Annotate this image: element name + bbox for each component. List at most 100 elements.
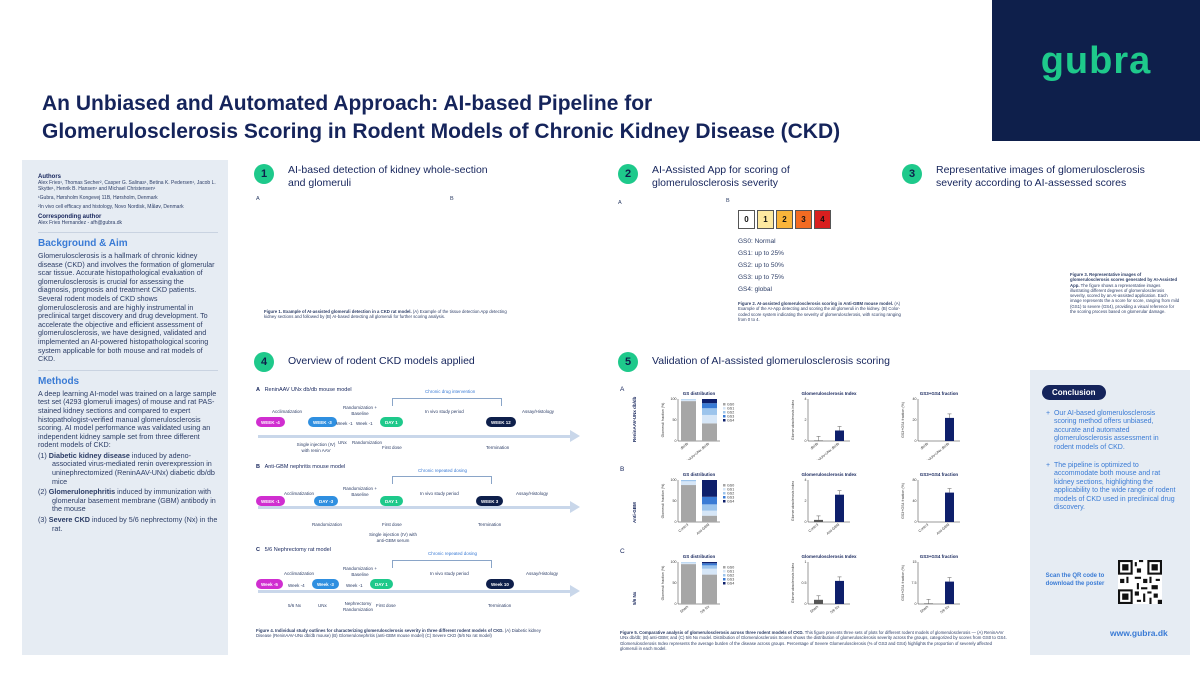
- bar-segment-gs1: [681, 562, 696, 565]
- panel-label-a: A: [256, 196, 260, 202]
- phase-label: Randomization + Baseline: [343, 405, 377, 416]
- background-heading: Background & Aim: [38, 238, 128, 250]
- timeline-note: Week -1: [346, 583, 363, 588]
- row-letter: A: [620, 386, 625, 393]
- timeline-note: Randomization: [352, 440, 383, 445]
- timeline-pill: WEEK -4: [256, 417, 285, 427]
- bar-segment-gs3: [702, 496, 717, 505]
- x-tick-label: db/db: [920, 442, 929, 451]
- phase-label: Randomization + Baseline: [343, 566, 377, 577]
- bar-segment-gs1: [681, 481, 696, 486]
- timeline-note: Nephrectomy Randomization: [342, 601, 374, 612]
- figure-4-caption: Figure 4. Individual study outlines for …: [256, 628, 541, 639]
- conclusion-item: + Our AI-based glomerulosclerosis scorin…: [1046, 410, 1159, 451]
- phase-label: Acclimatization: [272, 409, 303, 414]
- section-title: Representative images of glomerulosclero…: [936, 164, 1145, 189]
- section-title: Validation of AI-assisted glomeruloscler…: [652, 355, 890, 367]
- legend-label: GS3: [727, 577, 734, 581]
- timeline-axis: [258, 435, 570, 438]
- x-tick-label: Anti-GBM: [696, 523, 711, 536]
- timeline-pill: DAY -3: [314, 496, 339, 506]
- grade-item: GS3: up to 75%: [738, 274, 784, 281]
- conclusion-tag: Conclusion: [1042, 385, 1106, 400]
- chart-title: Glomerulosclerosis Index: [801, 391, 857, 396]
- row-label: 5/6 Nx: [632, 591, 637, 605]
- timeline-a-label: A ReninAAV UNx db/db mouse model: [256, 387, 352, 393]
- timeline-note: UNx: [318, 603, 327, 608]
- timeline-pill: WEEK 12: [486, 417, 516, 427]
- chart-title: GS distribution: [683, 391, 716, 396]
- poster-title: An Unbiased and Automated Approach: AI-b…: [42, 90, 962, 146]
- bar-segment-gs1: [702, 414, 717, 424]
- phase-label: In vivo study period: [425, 409, 464, 414]
- legend-swatch: [723, 415, 726, 418]
- x-tick-label: Anti-GBM: [936, 523, 951, 536]
- x-tick-label: 5/6 Nx: [940, 605, 951, 615]
- legend-swatch: [723, 407, 726, 410]
- timeline-pill: WEEK 3: [476, 496, 504, 506]
- legend-label: GS3: [727, 495, 734, 499]
- sidebar-divider: [38, 232, 218, 234]
- legend-swatch: [723, 403, 726, 406]
- timeline-bracket-label: Chronic repeated dosing: [428, 551, 478, 556]
- timeline-bracket-label: Chronic repeated dosing: [418, 468, 468, 473]
- y-axis-label: GS3+GS4 fraction (%): [901, 483, 905, 519]
- chart-C-3: GS3+GS4 fraction GS3+GS4 fraction (%) 0 7.5…: [901, 554, 960, 615]
- phase-label: Assay/Histology: [522, 409, 555, 414]
- timeline-note: Termination: [488, 603, 512, 608]
- section-number: 5: [618, 352, 638, 372]
- timeline-note: Week -1: [356, 421, 373, 426]
- phase-label: In vivo study period: [420, 491, 459, 496]
- title-line-2: Glomerulosclerosis Scoring in Rodent Mod…: [42, 120, 841, 143]
- y-axis-label: Glomerulosclerosis index: [791, 481, 795, 521]
- section-title: Overview of rodent CKD models applied: [288, 355, 475, 367]
- bar-segment-gs1: [702, 510, 717, 516]
- timeline-bracket: [392, 476, 492, 484]
- bar-segment-gs4: [702, 562, 717, 564]
- timeline-note: Single injection (IV) with renin AAV: [296, 442, 336, 453]
- y-tick-label: 40: [913, 397, 917, 401]
- legend-label: GS1: [727, 569, 734, 573]
- timeline-arrow-icon: [570, 501, 580, 513]
- panel-label-a: A: [618, 200, 622, 206]
- timeline-pill: WEEK -1: [256, 496, 285, 506]
- chart-B-3: GS3+GS4 fraction GS3+GS4 fraction (%) 0 40 8…: [901, 472, 960, 536]
- methods-heading: Methods: [38, 375, 80, 387]
- y-tick-label: 100: [671, 397, 677, 401]
- phase-label: Assay/Histology: [526, 571, 559, 576]
- timeline-axis: [258, 590, 570, 593]
- timeline-pill: Week -3: [312, 579, 339, 589]
- timeline-note: Termination: [486, 445, 510, 450]
- y-tick-label: 0.5: [802, 581, 807, 585]
- timeline-note: Week -1: [336, 421, 353, 426]
- bar: [945, 581, 954, 604]
- timeline-pill: DAY 1: [380, 417, 403, 427]
- sidebar: Authors Alex Fries¹, Thomas Secher², Cas…: [22, 160, 228, 655]
- legend-swatch: [723, 419, 726, 422]
- chart-B-1: GS distribution Glomeruli fraction (%) 0 50…: [661, 472, 734, 536]
- legend-swatch: [723, 566, 726, 569]
- timeline-note: Single injection (IV) with anti-GBM seru…: [368, 532, 418, 543]
- bar-segment-gs0: [681, 401, 696, 441]
- legend-label: GS2: [727, 410, 734, 414]
- section-4-header: 4 Overview of rodent CKD models applied: [254, 352, 475, 372]
- y-tick-label: 1: [805, 560, 807, 564]
- chart-title: GS3+GS4 fraction: [920, 391, 959, 396]
- legend-label: GS4: [727, 581, 734, 585]
- gubra-logo: gubra: [1040, 40, 1152, 82]
- section-number: 4: [254, 352, 274, 372]
- legend-swatch: [723, 570, 726, 573]
- timeline-bracket: [392, 398, 502, 406]
- model-item-3: (3) Severe CKD induced by 5/6 nephrectom…: [38, 515, 218, 533]
- qr-code-icon[interactable]: [1118, 560, 1162, 604]
- bar-segment-gs4: [702, 480, 717, 497]
- section-2-header: 2 AI-Assisted App for scoring of glomerul…: [618, 164, 790, 189]
- legend-label: GS4: [727, 418, 734, 422]
- bar-segment-gs2: [681, 480, 696, 482]
- bar-segment-gs0: [702, 574, 717, 604]
- timeline-note: Randomization: [312, 522, 343, 527]
- y-tick-label: 0: [805, 439, 807, 443]
- x-tick-label: Control: [918, 523, 930, 534]
- website-link[interactable]: www.gubra.dk: [1110, 628, 1168, 638]
- x-tick-label: Anti-GBM: [826, 523, 841, 536]
